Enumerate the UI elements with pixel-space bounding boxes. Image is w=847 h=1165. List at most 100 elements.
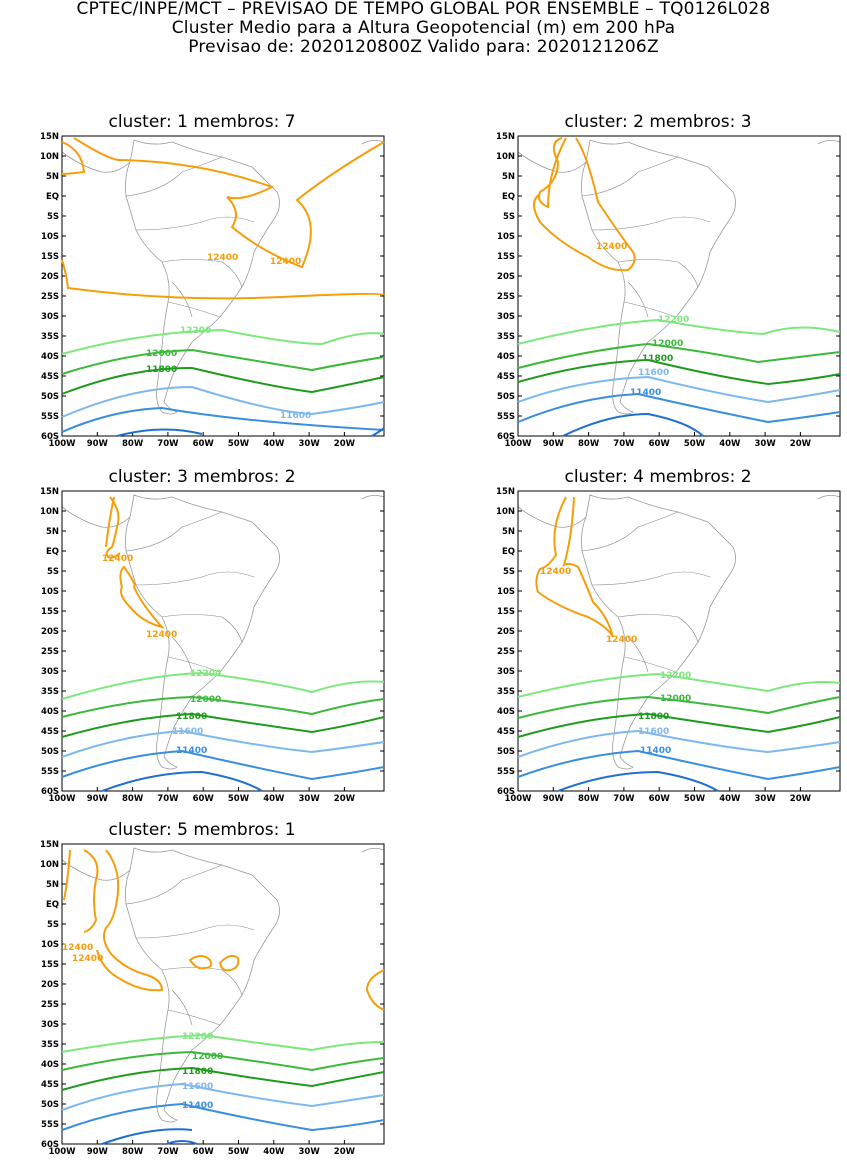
lat-label: 40S xyxy=(41,352,59,362)
map-plot: 15N 10N 5N EQ 5S 10S 15S 20S 25S 30S 35S 40S 45S 50S 5… xyxy=(40,487,385,804)
lat-label: 55S xyxy=(41,412,59,422)
contour-label: 12400 xyxy=(62,943,93,953)
lat-label: 15S xyxy=(41,607,59,617)
map-panel-cluster-5: cluster: 5 membros: 1 15N 10N 5N EQ 5S 10S 15S… xyxy=(22,820,385,1165)
contour-12400 xyxy=(365,969,385,1011)
contour-12000 xyxy=(61,348,385,375)
contour-label: 11400 xyxy=(630,388,661,398)
contour-12200 xyxy=(61,1033,385,1053)
contour-12000 xyxy=(61,1050,385,1072)
contour-label: 11400 xyxy=(640,746,671,756)
lon-label: 80W xyxy=(578,439,600,449)
plot-frame xyxy=(61,135,385,437)
contour-lines xyxy=(535,496,614,638)
contour-11800 xyxy=(517,712,841,738)
lon-label: 30W xyxy=(298,1147,320,1157)
contour-label: 11600 xyxy=(172,727,203,737)
lon-label: 80W xyxy=(122,439,144,449)
contour-11400 xyxy=(61,406,385,433)
contour-11200 xyxy=(101,1128,198,1145)
contour-12400 xyxy=(533,137,636,272)
lat-label: 10N xyxy=(40,507,59,517)
map-plot: 15N 10N 5N EQ 5S 10S 15S 20S 25S 30S 35S 40S 45S 50S 5… xyxy=(40,132,385,449)
lon-label: 40W xyxy=(719,439,741,449)
contour-label: 12200 xyxy=(190,669,221,679)
contour-label: 11400 xyxy=(176,746,207,756)
country-border xyxy=(125,511,223,552)
panel-title: cluster: 1 membros: 7 xyxy=(108,112,296,132)
contour-lines xyxy=(533,137,636,272)
lat-label: 50S xyxy=(497,747,515,757)
contour-12400 xyxy=(61,141,86,175)
lon-label: 100W xyxy=(504,794,532,804)
contour-label: 11600 xyxy=(638,727,669,737)
lon-label: 40W xyxy=(263,794,285,804)
lat-label: 10S xyxy=(41,587,59,597)
lat-label: 60S xyxy=(497,787,515,797)
lon-label: 90W xyxy=(543,439,565,449)
contour-labels: 12400 12400 12200 12000 11800 11600 1140… xyxy=(102,554,221,756)
contour-label: 11800 xyxy=(642,354,673,364)
lat-label: 55S xyxy=(41,1120,59,1130)
contour-label: 12400 xyxy=(540,567,571,577)
coastline xyxy=(361,848,385,853)
lat-label: 15N xyxy=(40,840,59,850)
contour-labels: 12400 12400 12200 12000 11800 11600 1140… xyxy=(540,567,691,756)
contour-12400 xyxy=(63,849,99,933)
lat-label: 5N xyxy=(46,880,59,890)
lat-label: 25S xyxy=(497,292,515,302)
contour-11200 xyxy=(116,427,385,437)
lon-label: 80W xyxy=(122,794,144,804)
coastline xyxy=(517,506,587,528)
contour-11400 xyxy=(517,749,841,781)
lat-label: 60S xyxy=(41,432,59,442)
lon-label: 100W xyxy=(48,439,76,449)
lon-label: 50W xyxy=(684,439,706,449)
lon-label: 60W xyxy=(649,439,671,449)
contour-label: 12000 xyxy=(652,339,683,349)
contour-11600 xyxy=(517,375,841,404)
lat-label: 20S xyxy=(41,980,59,990)
country-border xyxy=(581,156,679,197)
country-border xyxy=(623,656,677,673)
coastline xyxy=(817,140,841,145)
contour-label: 12400 xyxy=(596,242,627,252)
lon-label: 60W xyxy=(193,1147,215,1157)
lat-label: 30S xyxy=(41,312,59,322)
lon-label: 60W xyxy=(193,794,215,804)
contour-lines-mid xyxy=(517,672,841,792)
contour-labels: 12400 12400 12200 12000 11800 11600 1140… xyxy=(62,943,223,1111)
lat-label: 5N xyxy=(46,527,59,537)
lon-label: 100W xyxy=(48,1147,76,1157)
country-border xyxy=(627,281,649,318)
contour-12200 xyxy=(61,328,385,355)
contour-label: 11600 xyxy=(638,368,669,378)
country-border xyxy=(591,571,711,586)
map-frame: 15N 10N 5N EQ 5S 10S 15S 20S 25S 30S 35S 40S 45S 50S 5… xyxy=(40,487,385,804)
map-panel-cluster-4: cluster: 4 membros: 2 15N 10N 5N EQ 5S 10S 15S… xyxy=(478,467,841,812)
plot-frame xyxy=(517,135,841,437)
lat-label: 20S xyxy=(497,627,515,637)
lon-label: 60W xyxy=(649,794,671,804)
contour-12000 xyxy=(61,695,385,718)
country-border xyxy=(135,571,255,586)
contour-label: 12400 xyxy=(102,554,133,564)
lat-label: 50S xyxy=(41,1100,59,1110)
country-border xyxy=(627,636,649,673)
lat-label: 40S xyxy=(497,352,515,362)
lon-label: 90W xyxy=(543,794,565,804)
contour-label: 12000 xyxy=(146,349,177,359)
lat-label: 55S xyxy=(497,767,515,777)
contour-label: 12400 xyxy=(72,954,103,964)
panel-title: cluster: 5 membros: 1 xyxy=(108,820,296,840)
lat-label: 5S xyxy=(503,567,515,577)
contour-label: 12400 xyxy=(207,253,238,263)
coastline xyxy=(361,495,385,500)
country-border xyxy=(167,656,221,673)
coastline xyxy=(125,847,280,1123)
lat-label: 10N xyxy=(496,152,515,162)
contour-label: 11400 xyxy=(182,1101,213,1111)
lat-label: 55S xyxy=(41,767,59,777)
contour-12000 xyxy=(517,695,841,719)
lat-label: 10S xyxy=(41,940,59,950)
